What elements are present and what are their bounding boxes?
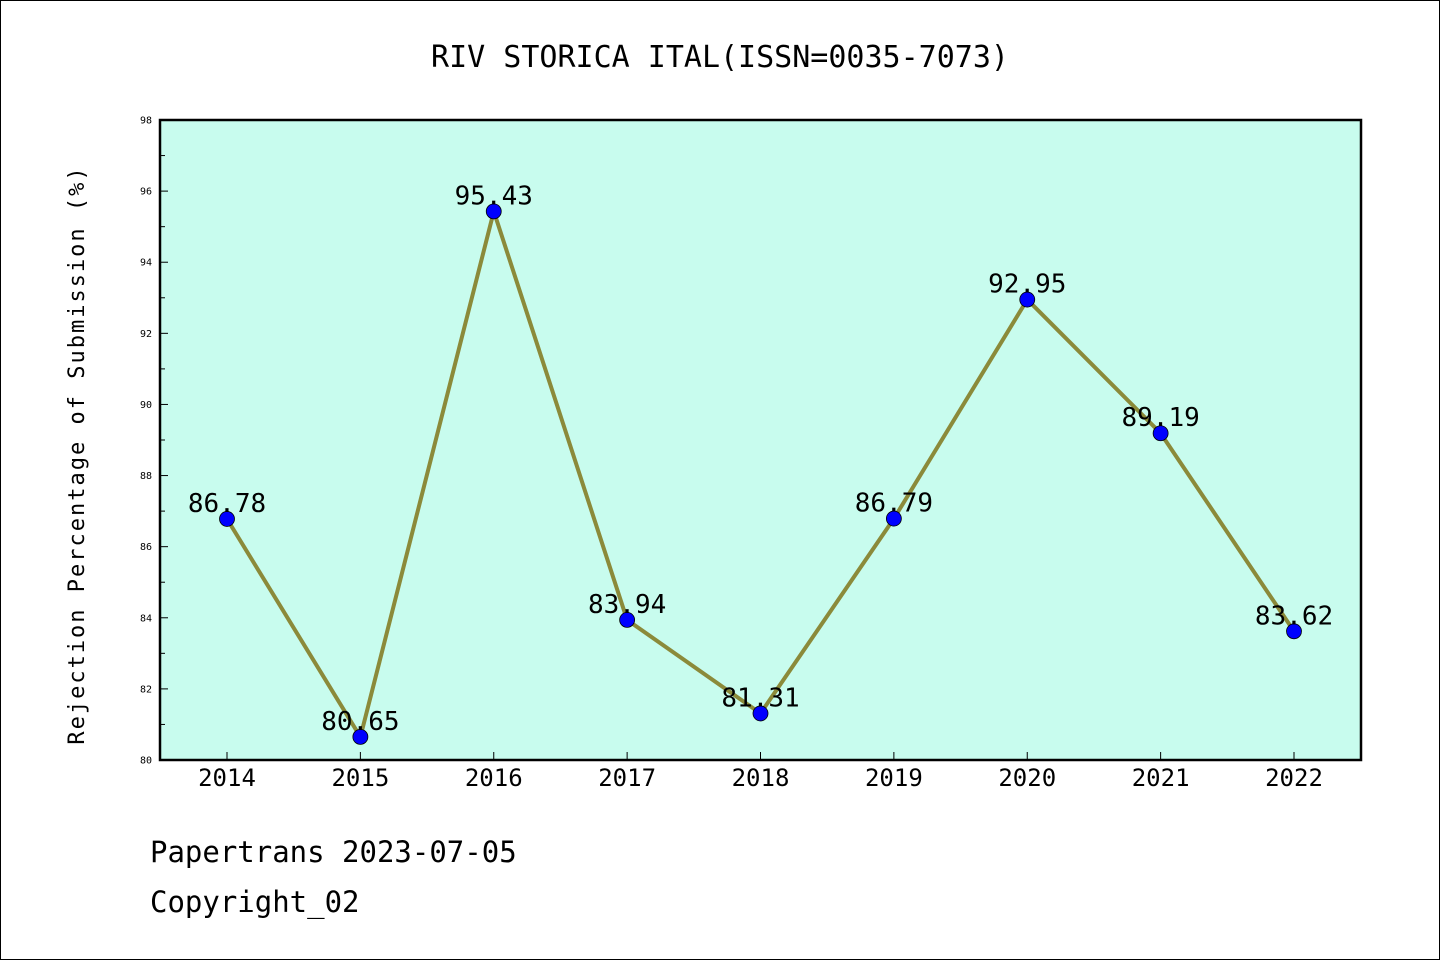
y-tick-label: 90: [140, 400, 152, 411]
x-tick-label: 2017: [598, 764, 656, 792]
x-tick-label: 2014: [198, 764, 256, 792]
plot-area: [160, 120, 1361, 760]
y-tick-label: 94: [140, 258, 152, 269]
y-tick-label: 92: [140, 329, 152, 340]
data-label-2018: 81.31: [721, 683, 799, 713]
y-tick-label: 88: [140, 471, 152, 482]
data-label-2019: 86.79: [855, 489, 933, 519]
y-tick-label: 80: [140, 756, 152, 767]
data-point-2015: [352, 728, 369, 745]
data-point-2021: [1152, 425, 1169, 442]
data-point-2014: [219, 511, 235, 527]
y-tick-label: 84: [140, 613, 152, 624]
y-axis-label: Rejection Percentage of Submission (%): [65, 165, 90, 744]
axis-ticks: 80 82 84 86 88 90 92 94 96 98 2014 2015 2016 2017 2018…: [140, 116, 1323, 793]
x-tick-label: 2022: [1265, 764, 1323, 792]
data-labels: 86.78 80.65 95.43 83.94 81.31 86.79 92.95 89.19…: [188, 181, 1333, 737]
data-point-2016: [485, 203, 502, 220]
data-label-2017: 83.94: [588, 590, 666, 620]
data-point-2022: [1286, 623, 1302, 640]
data-label-2020: 92.95: [988, 270, 1066, 300]
x-tick-label: 2015: [331, 764, 389, 792]
x-tick-label: 2016: [465, 764, 523, 792]
data-point-2017: [619, 612, 636, 628]
y-tick-label: 86: [140, 542, 152, 553]
x-tick-label: 2018: [732, 764, 790, 792]
x-tick-label: 2020: [998, 764, 1056, 792]
data-point-2018: [752, 705, 769, 722]
data-label-2022: 83.62: [1255, 601, 1333, 631]
y-tick-label: 82: [140, 684, 152, 695]
chart-title: RIV STORICA ITAL(ISSN=0035-7073): [431, 40, 1009, 75]
x-tick-label: 2019: [865, 764, 923, 792]
plot-border: [158, 118, 1363, 762]
data-label-2015: 80.65: [321, 707, 399, 737]
data-label-2021: 89.19: [1121, 403, 1199, 433]
footer-copyright: Copyright_02: [150, 885, 360, 919]
data-markers: [219, 203, 1302, 745]
data-point-2019: [885, 510, 902, 527]
y-tick-label: 98: [140, 116, 152, 127]
footer-date: Papertrans 2023-07-05: [150, 835, 517, 869]
data-label-2016: 95.43: [455, 181, 533, 211]
data-point-2020: [1019, 291, 1036, 308]
y-tick-label: 96: [140, 187, 152, 198]
data-label-2014: 86.78: [188, 489, 266, 519]
x-tick-label: 2021: [1132, 764, 1190, 792]
